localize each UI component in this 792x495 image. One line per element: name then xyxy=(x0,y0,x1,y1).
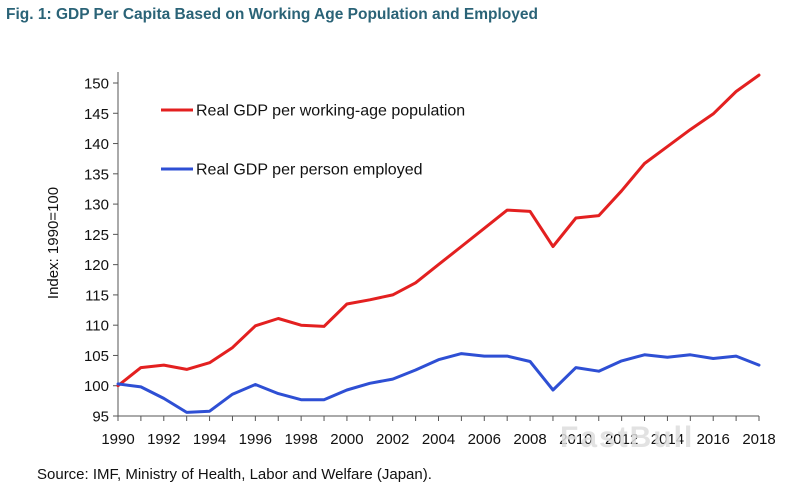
y-axis: 95 100 105 110 115 120 125 130 135 140 145 150 xyxy=(84,72,119,426)
y-tick-label: 120 xyxy=(84,257,109,274)
x-axis: 1990 1992 1994 1996 1998 2000 2002 2004 2006 2008… xyxy=(101,415,776,448)
y-tick-label: 115 xyxy=(85,287,109,304)
series-line-1 xyxy=(116,73,761,388)
legend-label-2: Real GDP per person employed xyxy=(196,162,423,179)
legend: Real GDP per working-age population Real … xyxy=(161,103,465,179)
y-tick-label: 145 xyxy=(84,106,109,123)
x-tick-label: 1996 xyxy=(239,431,272,448)
x-tick-label: 2004 xyxy=(422,431,455,448)
x-tick-label: 2000 xyxy=(330,431,363,448)
x-tick-label: 2002 xyxy=(376,431,409,448)
x-tick-label: 2014 xyxy=(651,431,684,448)
watermark: FastBull xyxy=(560,421,694,454)
y-tick-label: 100 xyxy=(84,378,109,395)
y-tick-label: 125 xyxy=(84,227,109,244)
x-tick-label: 1992 xyxy=(147,431,180,448)
series-line-2 xyxy=(116,352,761,414)
y-tick-label: 135 xyxy=(84,166,109,183)
series-lines xyxy=(116,73,761,414)
source-note: Source: IMF, Ministry of Health, Labor a… xyxy=(37,466,432,483)
x-tick-label: 2006 xyxy=(468,431,501,448)
x-tick-label: 1998 xyxy=(284,431,317,448)
x-tick-label: 2012 xyxy=(605,431,638,448)
y-tick-label: 140 xyxy=(84,136,109,153)
y-tick-label: 95 xyxy=(92,409,109,426)
y-tick-label: 105 xyxy=(84,348,109,365)
y-axis-label: Index: 1990=100 xyxy=(45,187,62,299)
x-tick-label: 2008 xyxy=(513,431,546,448)
y-tick-label: 150 xyxy=(84,76,109,93)
y-tick-label: 110 xyxy=(85,318,109,335)
y-tick-label: 130 xyxy=(84,197,109,214)
x-tick-label: 2016 xyxy=(697,431,730,448)
chart-title: Fig. 1: GDP Per Capita Based on Working … xyxy=(6,6,538,23)
x-tick-label: 1990 xyxy=(101,431,134,448)
x-tick-label: 1994 xyxy=(193,431,226,448)
legend-label-1: Real GDP per working-age population xyxy=(196,103,465,120)
x-tick-label: 2010 xyxy=(559,431,592,448)
x-tick-label: 2018 xyxy=(742,431,775,448)
